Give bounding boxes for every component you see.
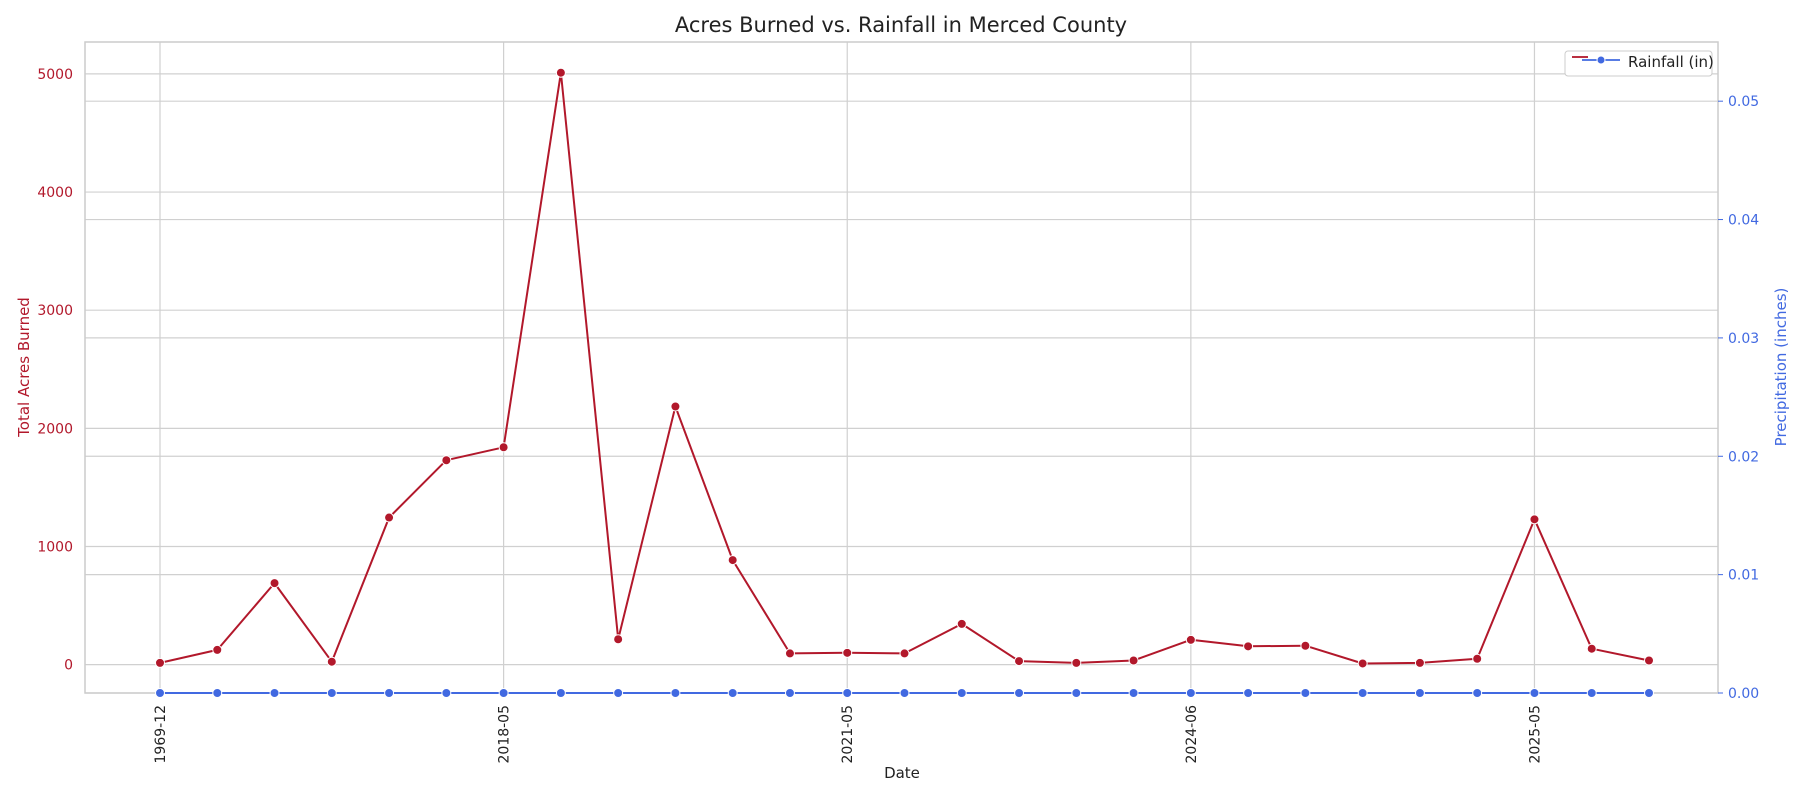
acres-burned-point (670, 401, 681, 412)
right-y-tick-label: 0.04 (1728, 213, 1759, 229)
rainfall-point (899, 688, 910, 698)
left-y-tick-label: 3000 (37, 303, 73, 319)
x-tick-label: 2018-05 (497, 705, 513, 764)
acres-burned-point (1185, 634, 1196, 645)
x-axis-label: Date (884, 764, 920, 782)
rainfall-point (956, 688, 967, 698)
acres-burned-point (956, 618, 967, 629)
acres-burned-point (384, 512, 395, 523)
acres-burned-point (1472, 653, 1483, 664)
right-y-axis: 0.00 0.01 0.02 0.03 0.04 0.05 (1718, 94, 1759, 702)
acres-burned-point (269, 578, 280, 589)
rainfall-point (670, 688, 681, 698)
x-tick-label: 2025-05 (1527, 705, 1543, 764)
legend: Rainfall (in) (1564, 50, 1714, 77)
acres-burned-point (784, 648, 795, 659)
rainfall-point (1529, 688, 1540, 698)
rainfall-point (1300, 688, 1311, 698)
acres-burned-point (1586, 643, 1597, 654)
rainfall-point (555, 688, 566, 698)
rainfall-point (613, 688, 624, 698)
acres-burned-point (155, 657, 165, 668)
acres-burned-point (1128, 655, 1139, 666)
chart-title: Acres Burned vs. Rainfall in Merced Coun… (675, 13, 1127, 37)
left-y-tick-label: 0 (64, 658, 73, 674)
rainfall-point (1071, 688, 1082, 698)
acres-burned-point (1243, 641, 1254, 652)
left-y-tick-label: 1000 (37, 539, 73, 555)
legend-label-rainfall: Rainfall (in) (1628, 53, 1714, 71)
x-tick-label: 2024-06 (1184, 705, 1200, 764)
right-y-axis-label: Precipitation (inches) (1772, 288, 1790, 447)
acres-burned-point (441, 455, 452, 466)
rainfall-point (784, 688, 795, 698)
left-y-tick-label: 5000 (37, 67, 73, 83)
left-y-axis: 0 1000 2000 3000 4000 5000 (37, 67, 73, 674)
left-y-axis-label: Total Acres Burned (15, 297, 33, 438)
rainfall-point (727, 688, 738, 698)
rainfall-point (155, 688, 165, 698)
rainfall-point (1472, 688, 1483, 698)
rainfall-point (1586, 688, 1597, 698)
right-y-tick-label: 0.01 (1728, 568, 1759, 584)
x-tick-label: 1969-12 (153, 705, 169, 764)
acres-burned-point (1414, 657, 1425, 668)
series-layer (155, 67, 1654, 698)
acres-burned-point (1357, 658, 1368, 669)
rainfall-point (1185, 688, 1196, 698)
acres-burned-point (842, 647, 853, 658)
grid-lines (85, 42, 1718, 694)
acres-burned-point (1529, 514, 1540, 525)
rainfall-point (441, 688, 452, 698)
acres-burned-point (212, 644, 223, 655)
rainfall-point (384, 688, 395, 698)
rainfall-point (1357, 688, 1368, 698)
right-y-tick-label: 0.05 (1728, 94, 1759, 110)
rainfall-point (1644, 688, 1654, 698)
acres-burned-point (899, 648, 910, 659)
rainfall-point (1014, 688, 1025, 698)
acres-burned-point (613, 634, 624, 645)
x-tick-label: 2021-05 (840, 705, 856, 764)
acres-burned-point (555, 67, 566, 78)
rainfall-point (498, 688, 509, 698)
acres-burned-point (1644, 655, 1654, 666)
acres-burned-point (498, 442, 509, 453)
legend-marker-rainfall (1596, 55, 1606, 65)
rainfall-point (1243, 688, 1254, 698)
rainfall-point (1128, 688, 1139, 698)
right-y-tick-label: 0.00 (1728, 686, 1759, 702)
x-axis: 1969-12 2018-05 2021-05 2024-06 2025-05 (153, 705, 1543, 764)
acres-burned-point (727, 555, 738, 566)
acres-burned-point (326, 656, 337, 667)
left-y-tick-label: 2000 (37, 421, 73, 437)
rainfall-point (1414, 688, 1425, 698)
rainfall-point (212, 688, 223, 698)
acres-burned-point (1071, 657, 1082, 668)
acres-burned-point (1014, 656, 1025, 667)
right-y-tick-label: 0.02 (1728, 449, 1759, 465)
left-y-tick-label: 4000 (37, 185, 73, 201)
plot-frame (84, 41, 1719, 694)
rainfall-point (326, 688, 337, 698)
rainfall-point (269, 688, 280, 698)
rainfall-point (842, 688, 853, 698)
acres-burned-point (1300, 640, 1311, 651)
right-y-tick-label: 0.03 (1728, 331, 1759, 347)
